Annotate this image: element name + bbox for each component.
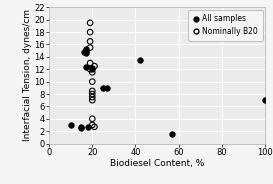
Point (79, 126, 84, 129)
Point (79, 127, 84, 130)
Point (90, 68, 94, 71)
Point (92, 65, 97, 68)
Point (69, 123, 73, 126)
Point (84, 65, 88, 68)
Point (105, 86, 109, 89)
Point (263, 99, 267, 102)
Y-axis label: Interfacial Tension, dynes/cm: Interfacial Tension, dynes/cm (23, 9, 32, 141)
Point (90, 93, 94, 95)
Point (90, 117, 94, 120)
Point (170, 133, 174, 136)
Point (90, 89, 94, 92)
Point (88, 21, 92, 24)
Point (90, 80, 94, 83)
Point (84, 52, 88, 55)
Point (101, 86, 105, 89)
Point (88, 62, 92, 65)
Point (90, 123, 94, 126)
Point (90, 99, 94, 102)
Point (88, 68, 92, 71)
Legend: All samples, Nominally B20: All samples, Nominally B20 (188, 10, 263, 41)
Point (84, 48, 88, 51)
Point (84, 49, 88, 52)
X-axis label: Biodiesel Content, %: Biodiesel Content, % (110, 160, 204, 169)
Point (88, 31, 92, 34)
Point (81, 50, 86, 53)
Point (90, 67, 94, 70)
Point (88, 40, 92, 43)
Point (92, 125, 97, 128)
Point (88, 46, 92, 49)
Point (138, 59, 142, 61)
Point (86, 126, 90, 129)
Point (90, 71, 94, 74)
Point (90, 96, 94, 99)
